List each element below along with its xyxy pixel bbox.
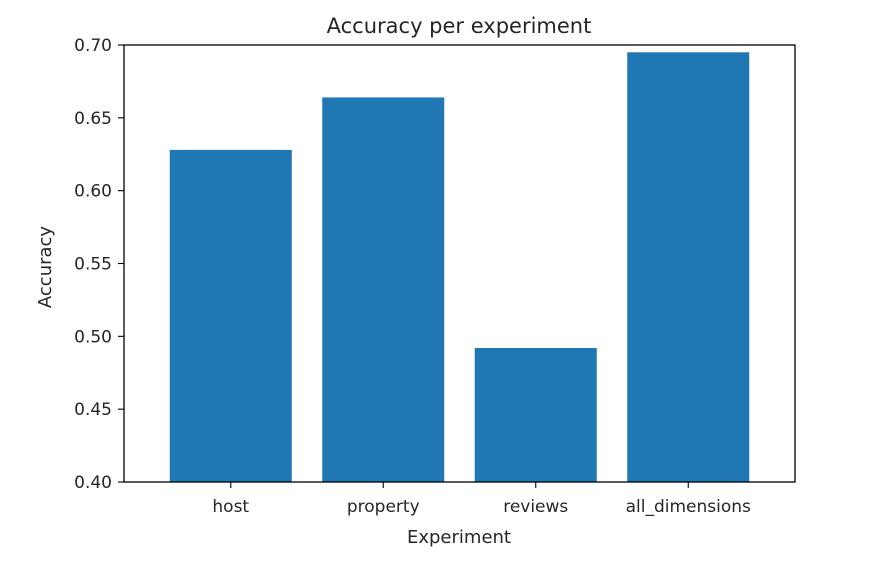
bar-all-dimensions <box>627 52 750 482</box>
y-tick-label: 0.65 <box>74 109 112 129</box>
y-axis-ticks: 0.40 0.45 0.50 0.55 0.60 0.65 0.70 <box>74 36 124 493</box>
chart-title: Accuracy per experiment <box>327 14 592 38</box>
x-axis-label: Experiment <box>407 527 511 548</box>
x-axis-ticks: host property reviews all_dimensions <box>212 482 751 517</box>
bars-group <box>169 52 750 482</box>
y-tick-label: 0.40 <box>74 473 112 493</box>
bar-reviews <box>474 347 597 482</box>
y-tick-label: 0.60 <box>74 182 112 202</box>
y-tick-label: 0.45 <box>74 400 112 420</box>
x-tick-label: all_dimensions <box>626 497 751 517</box>
plot-frame <box>123 44 796 483</box>
y-tick-label: 0.55 <box>74 255 112 275</box>
y-tick-label: 0.70 <box>74 36 112 56</box>
bar-host <box>169 149 292 482</box>
bar-property <box>322 97 445 482</box>
y-tick-label: 0.50 <box>74 327 112 347</box>
x-tick-label: reviews <box>503 497 568 517</box>
y-axis-label: Accuracy <box>35 226 56 309</box>
x-tick-label: property <box>347 497 420 517</box>
x-tick-label: host <box>212 497 249 517</box>
